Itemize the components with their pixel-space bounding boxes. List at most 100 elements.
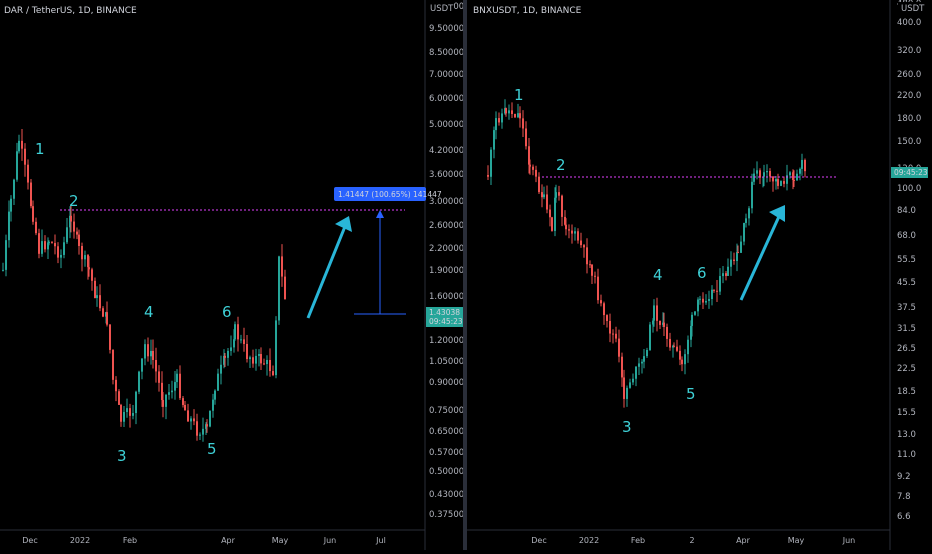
right-candle-body [681,359,683,365]
right-candle-body [786,175,788,184]
right-candle-body [751,181,753,209]
left-candle-body [234,324,236,340]
right-candle-body [719,276,721,292]
left-candle-body [76,231,78,235]
left-time-tick: 2022 [70,536,90,545]
right-candle-body [603,303,605,316]
right-candle-body [643,356,645,362]
left-currency-box [427,2,454,13]
right-candle-body [594,275,596,277]
left-price-tick: 1.05000 [429,357,463,367]
right-candle-body [511,110,513,114]
left-wave-2: 2 [69,192,79,210]
left-candle-body [63,242,65,255]
left-candle-body [115,379,117,392]
right-candle-body [793,179,795,181]
left-candle-body [73,221,75,232]
right-price-tick: 22.5 [897,364,916,374]
left-price-tick: 5.00000 [429,120,463,130]
right-candle-body [780,181,782,186]
left-candle-body [206,424,208,427]
left-candle-body [54,243,56,247]
left-candle-body [150,350,152,357]
right-chart-panel[interactable]: BNXUSDT, 1D, BINANCE 1 2 3 4 5 6 480.040… [467,0,932,550]
left-candle-body [5,240,7,270]
left-candle-body [255,355,257,364]
right-candle-body [501,113,503,123]
right-wave-6: 6 [697,264,707,282]
left-candle-body [252,357,254,364]
right-price-tick: 18.5 [897,387,916,397]
left-candle-body [144,344,146,359]
left-chart-panel[interactable]: DAR / TetherUS, 1D, BINANCE 1.41447 (100… [0,0,470,550]
left-candle-body [209,410,211,427]
right-candle-body [574,231,576,234]
left-time-tick: Dec [22,536,37,545]
right-candle-body [583,245,585,248]
right-countdown: 09:45:23 [894,168,928,177]
left-candle-body [162,400,164,407]
left-candle-body [190,418,192,422]
right-candle-body [713,289,715,291]
right-candle-body [705,300,707,303]
right-candle-body [659,320,661,325]
right-symbol-title: BNXUSDT, 1D, BINANCE [473,6,582,16]
left-candle-body [184,404,186,411]
right-candle-body [487,175,489,177]
left-candle-body [88,267,90,270]
left-candle-body [51,242,53,244]
right-price-tick: 6.6 [897,512,911,522]
right-wave-5: 5 [686,385,696,403]
right-candle-body [652,320,654,325]
left-candle-body [227,350,229,358]
left-time-axis[interactable]: Dec 2022 Feb Apr May Jun Jul [22,536,386,545]
left-chart-svg[interactable]: DAR / TetherUS, 1D, BINANCE 1.41447 (100… [0,0,470,550]
right-candle-body [756,170,758,174]
left-candle-body [41,241,43,254]
left-price-axis[interactable]: 11.000009.500008.500007.000006.000005.00… [429,2,470,520]
right-time-tick: May [788,536,805,545]
left-candle-body [199,434,201,436]
left-candle-body [158,371,160,383]
left-candle-body [48,242,50,244]
left-candle-body [182,398,184,405]
right-candle-body [532,166,534,170]
right-candle-body [558,192,560,196]
left-candle-body [187,410,189,422]
right-candle-body [586,247,588,265]
left-candle-body [284,276,286,300]
right-trend-arrow-shaft [739,211,783,301]
right-time-tick: 2 [689,536,694,545]
right-price-tick: 37.5 [897,303,916,313]
left-candle-body [233,339,235,348]
left-candle-body [38,233,40,254]
left-candle-body [102,308,104,317]
right-price-tick: 13.0 [897,430,916,440]
left-candle-body [109,324,111,350]
right-candle-body [743,222,745,242]
right-candle-body [641,361,643,364]
right-time-tick: Apr [736,536,751,545]
left-candle-body [32,206,34,222]
right-time-axis[interactable]: Dec 2022 Feb 2 Apr May Jun [531,536,855,545]
right-candle-body [623,377,625,399]
right-candle-body [577,231,579,241]
right-chart-svg[interactable]: BNXUSDT, 1D, BINANCE 1 2 3 4 5 6 480.040… [467,0,932,550]
left-price-tick: 3.00000 [429,197,463,207]
left-candle-body [96,295,98,299]
right-candle-body [789,172,791,176]
right-candle-body [519,113,521,119]
left-candle-body [8,211,10,241]
left-candle-body [147,344,149,357]
right-candle-body [716,290,718,292]
panel-divider[interactable] [463,0,467,550]
right-candle-body [632,378,634,383]
left-wave-4: 4 [144,303,154,321]
right-candle-body [669,338,671,348]
right-candle-body [543,194,545,198]
right-price-tick: 180.0 [897,114,921,124]
right-candle-body [551,217,553,231]
left-candle-body [258,354,260,356]
right-currency-box [898,2,925,13]
left-price-tick: 0.57000 [429,448,463,458]
